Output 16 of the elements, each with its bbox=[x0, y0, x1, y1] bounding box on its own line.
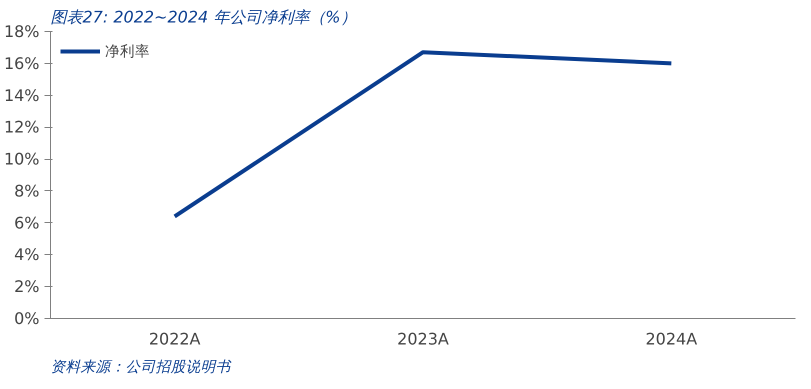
y-tick-label: 16% bbox=[4, 54, 40, 73]
y-tick-label: 14% bbox=[4, 86, 40, 105]
text: 资料来源：公司招股说明书 bbox=[50, 358, 232, 376]
chart-title: 图表27: 2022~2024 年公司净利率（%） bbox=[50, 8, 356, 26]
y-tick-label: 10% bbox=[4, 150, 40, 169]
y-tick-label: 4% bbox=[14, 245, 40, 264]
legend-label: 净利率 bbox=[105, 42, 150, 60]
x-tick-label: 2023A bbox=[397, 330, 449, 348]
y-tick-label: 2% bbox=[14, 277, 40, 296]
x-tick-label: 2024A bbox=[646, 330, 698, 348]
y-tick-label: 12% bbox=[4, 118, 40, 137]
y-tick-label: 8% bbox=[14, 181, 40, 200]
y-tick-label: 6% bbox=[14, 213, 40, 232]
x-tick-label: 2022A bbox=[148, 330, 201, 348]
y-tick-label: 0% bbox=[14, 309, 40, 328]
y-tick-label: 18% bbox=[4, 22, 40, 41]
